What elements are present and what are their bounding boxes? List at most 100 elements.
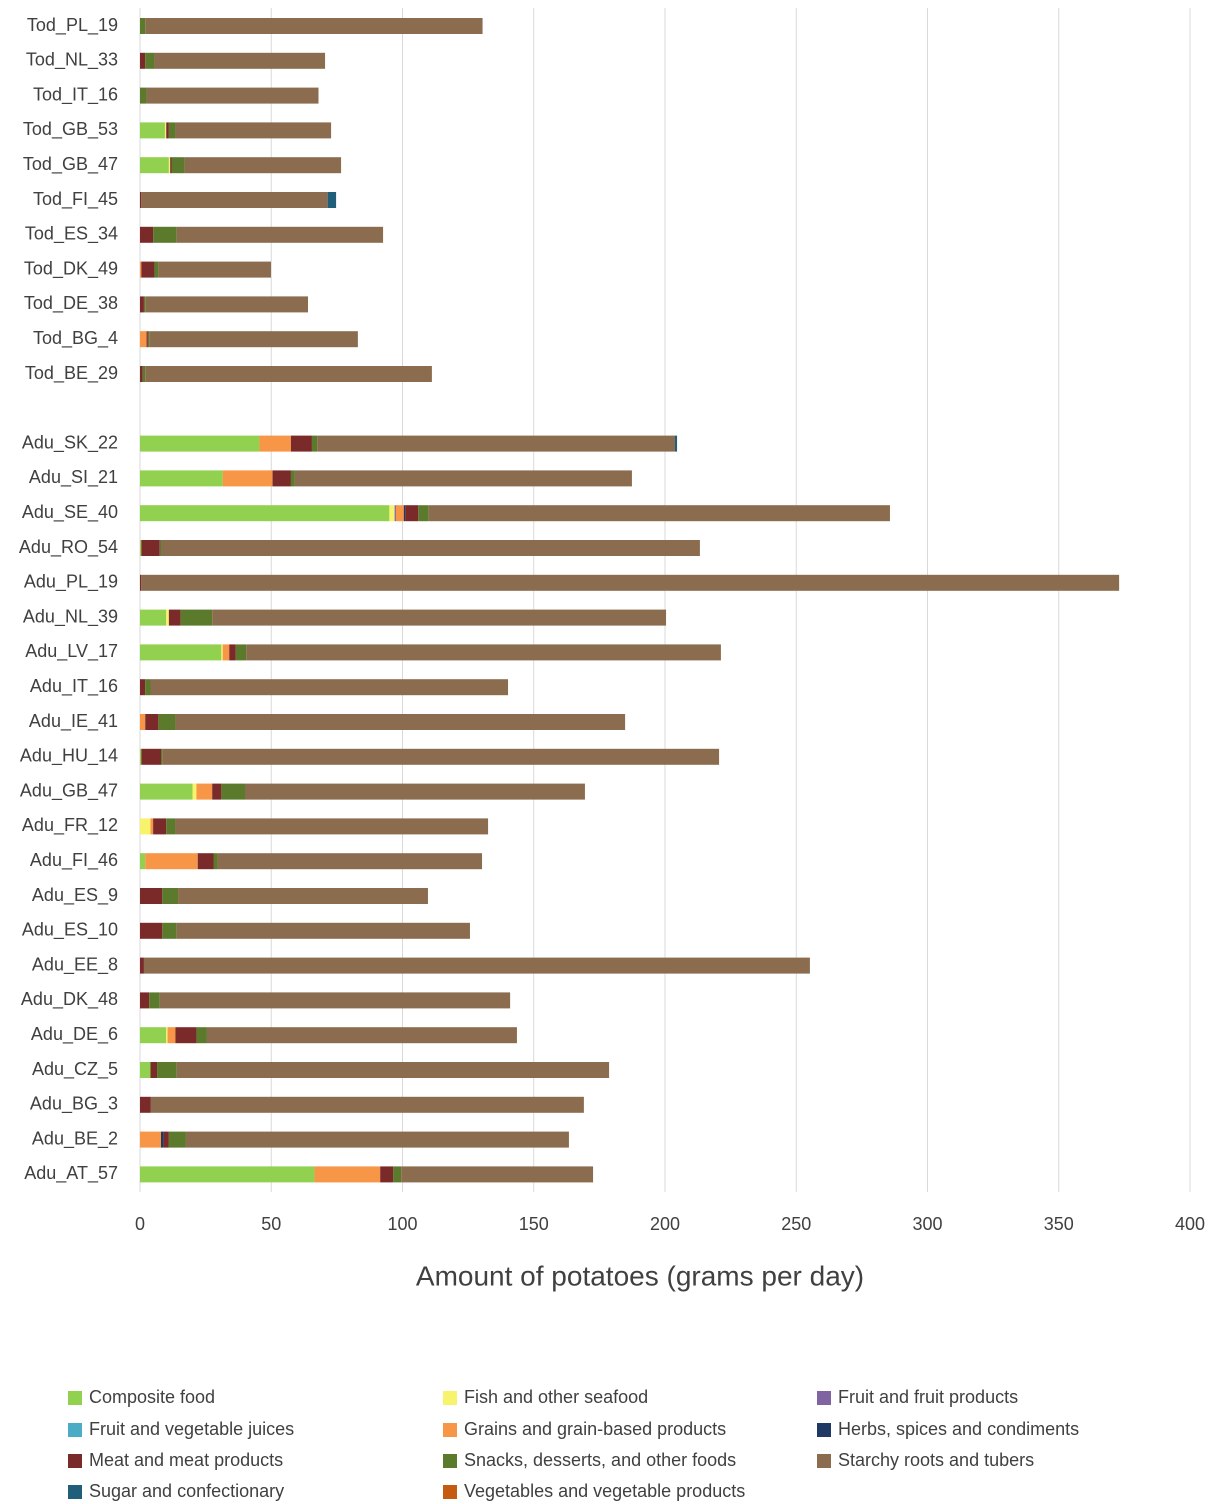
bar-segment bbox=[222, 644, 230, 661]
bar-segment bbox=[245, 783, 585, 800]
legend-swatch bbox=[443, 1485, 457, 1499]
bar-segment bbox=[168, 1131, 186, 1148]
bar-segment bbox=[158, 714, 176, 730]
x-tick-label: 300 bbox=[912, 1214, 942, 1234]
bar-segment bbox=[206, 1027, 517, 1044]
bar-segment bbox=[196, 783, 213, 800]
category-label: Adu_SE_40 bbox=[22, 502, 118, 523]
x-tick-label: 150 bbox=[519, 1214, 549, 1234]
category-label: Adu_LV_17 bbox=[25, 641, 118, 662]
bar-segment bbox=[158, 261, 271, 278]
bar-segment bbox=[140, 714, 146, 730]
bar-segment bbox=[140, 331, 147, 348]
category-label: Adu_DK_48 bbox=[21, 989, 118, 1010]
bar-segment bbox=[140, 992, 150, 1009]
category-label: Tod_ES_34 bbox=[25, 224, 118, 245]
legend-label: Grains and grain-based products bbox=[464, 1419, 726, 1439]
category-label: Adu_BE_2 bbox=[32, 1128, 118, 1149]
bar-segment bbox=[140, 1027, 167, 1044]
bar-segment bbox=[259, 435, 291, 452]
bar-segment bbox=[389, 505, 395, 522]
bar-segment bbox=[159, 540, 161, 556]
bar-segment bbox=[221, 644, 223, 661]
bar-segment bbox=[166, 818, 176, 835]
category-label: Adu_RO_54 bbox=[19, 537, 118, 558]
bar-segment bbox=[674, 435, 678, 452]
bar-segment bbox=[290, 435, 312, 452]
bar-segment bbox=[145, 296, 308, 313]
bar-segment bbox=[428, 505, 890, 522]
bar-segment bbox=[145, 714, 159, 730]
x-tick-label: 100 bbox=[387, 1214, 417, 1234]
bar-segment bbox=[166, 1027, 168, 1044]
bar-segment bbox=[141, 748, 161, 765]
category-label: Tod_FI_45 bbox=[33, 189, 118, 210]
bar-segment bbox=[153, 226, 177, 243]
legend-label: Fish and other seafood bbox=[464, 1387, 648, 1407]
legend-swatch bbox=[68, 1391, 82, 1405]
bar-segment bbox=[140, 1131, 161, 1148]
category-label: Tod_DE_38 bbox=[24, 293, 118, 314]
bar-segment bbox=[176, 226, 384, 243]
bar-segment bbox=[150, 679, 509, 696]
bar-segment bbox=[150, 818, 154, 835]
bar-segment bbox=[140, 1096, 151, 1113]
bar-segment bbox=[418, 505, 429, 522]
bar-segment bbox=[162, 888, 179, 904]
bar-segment bbox=[150, 1096, 584, 1113]
bar-segment bbox=[153, 818, 167, 835]
bar-segment bbox=[141, 192, 328, 208]
legend-swatch bbox=[68, 1454, 82, 1468]
category-label: Adu_EE_8 bbox=[32, 954, 118, 975]
bar-segment bbox=[229, 644, 236, 661]
legend-label: Meat and meat products bbox=[89, 1450, 283, 1470]
bar-segment bbox=[401, 1166, 594, 1183]
bar-segment bbox=[395, 505, 404, 522]
bar-segment bbox=[175, 818, 489, 835]
bar-segment bbox=[149, 992, 160, 1009]
bar-segment bbox=[168, 122, 176, 139]
bar-segment bbox=[145, 52, 155, 69]
bar-segment bbox=[140, 1062, 151, 1078]
bar-segment bbox=[175, 714, 626, 730]
bar-segment bbox=[167, 1027, 176, 1044]
bar-segment bbox=[311, 435, 318, 452]
category-label: Tod_PL_19 bbox=[27, 15, 118, 36]
legend-label: Herbs, spices and condiments bbox=[838, 1419, 1079, 1439]
bar-segment bbox=[221, 783, 245, 800]
bar-segment bbox=[140, 18, 146, 34]
category-label: Adu_HU_14 bbox=[20, 746, 118, 767]
bar-segment bbox=[403, 505, 406, 522]
bar-segment bbox=[380, 1166, 394, 1183]
bar-segment bbox=[164, 122, 167, 139]
bar-segment bbox=[161, 540, 700, 556]
category-label: Tod_GB_53 bbox=[23, 119, 118, 140]
bar-segment bbox=[140, 888, 163, 904]
legend-label: Sugar and confectionary bbox=[89, 1481, 284, 1501]
legend-label: Fruit and vegetable juices bbox=[89, 1419, 294, 1439]
bar-segment bbox=[217, 853, 483, 870]
category-label: Adu_AT_57 bbox=[24, 1163, 118, 1184]
bar-segment bbox=[140, 157, 169, 174]
bar-segment bbox=[272, 470, 291, 487]
bar-segment bbox=[140, 609, 167, 626]
category-label: Adu_GB_47 bbox=[20, 780, 118, 801]
bar-segment bbox=[140, 748, 142, 765]
category-label: Adu_ES_9 bbox=[32, 885, 118, 906]
x-tick-label: 200 bbox=[650, 1214, 680, 1234]
legend-swatch bbox=[443, 1391, 457, 1405]
legend-label: Fruit and fruit products bbox=[838, 1387, 1018, 1407]
bar-segment bbox=[166, 609, 169, 626]
bar-segment bbox=[150, 1062, 158, 1078]
legend-label: Vegetables and vegetable products bbox=[464, 1481, 745, 1501]
x-tick-label: 0 bbox=[135, 1214, 145, 1234]
bar-segment bbox=[140, 470, 223, 487]
bar-segment bbox=[140, 679, 146, 696]
bar-segment bbox=[176, 1062, 610, 1078]
bar-segment bbox=[161, 748, 163, 765]
category-label: Adu_IT_16 bbox=[30, 676, 118, 697]
bar-segment bbox=[246, 644, 721, 661]
bar-segment bbox=[317, 435, 675, 452]
bar-segment bbox=[175, 1027, 197, 1044]
category-label: Adu_FI_46 bbox=[30, 850, 118, 871]
